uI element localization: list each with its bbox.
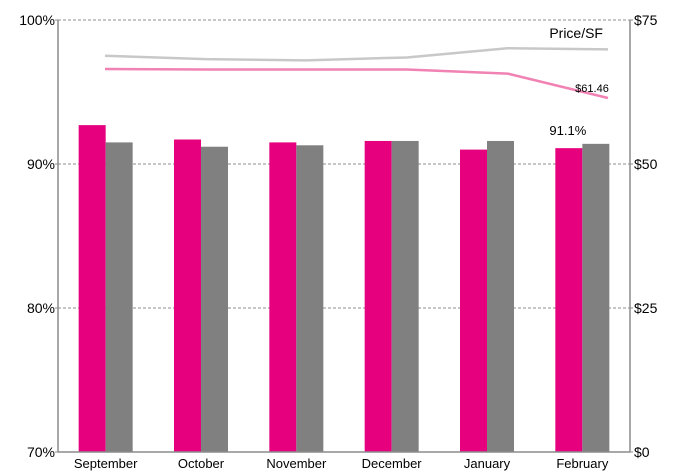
x-tick-label: October bbox=[178, 456, 225, 471]
y-tick-label: 100% bbox=[19, 12, 55, 28]
bar bbox=[391, 140, 419, 452]
bar bbox=[487, 140, 514, 452]
y2-tick-label: $25 bbox=[634, 300, 658, 316]
bar bbox=[364, 140, 392, 452]
bar bbox=[582, 143, 610, 452]
gridlines bbox=[58, 19, 630, 309]
bar bbox=[296, 145, 324, 452]
lines bbox=[104, 46, 609, 100]
x-tick-label: November bbox=[266, 456, 327, 471]
bar bbox=[269, 142, 297, 452]
series-line bbox=[104, 67, 609, 100]
y2-tick-label: $50 bbox=[634, 156, 658, 172]
axes bbox=[55, 19, 633, 453]
bar bbox=[460, 149, 487, 452]
y2-tick-label: $75 bbox=[634, 12, 658, 28]
y2-tick-label: $0 bbox=[634, 444, 650, 460]
bars bbox=[78, 125, 610, 453]
bar bbox=[174, 139, 201, 452]
x-tick-label: December bbox=[362, 456, 423, 471]
series-line bbox=[104, 46, 609, 62]
bar bbox=[201, 146, 228, 452]
price-per-sf-label: Price/SF bbox=[549, 25, 603, 41]
y-tick-label: 80% bbox=[27, 300, 55, 316]
line-value-label: $61.46 bbox=[575, 83, 609, 95]
x-tick-label: September bbox=[74, 456, 138, 471]
tick-labels: 70% 80% 90% 100% $0 $25 $50 $75 September October… bbox=[19, 12, 657, 471]
y-tick-label: 70% bbox=[27, 444, 55, 460]
y-tick-label: 90% bbox=[27, 156, 55, 172]
bar bbox=[555, 148, 583, 452]
x-tick-label: February bbox=[556, 456, 609, 471]
bar-value-label: 91.1% bbox=[549, 123, 586, 138]
bar bbox=[78, 125, 106, 453]
bar bbox=[105, 142, 133, 452]
x-tick-label: January bbox=[464, 456, 511, 471]
